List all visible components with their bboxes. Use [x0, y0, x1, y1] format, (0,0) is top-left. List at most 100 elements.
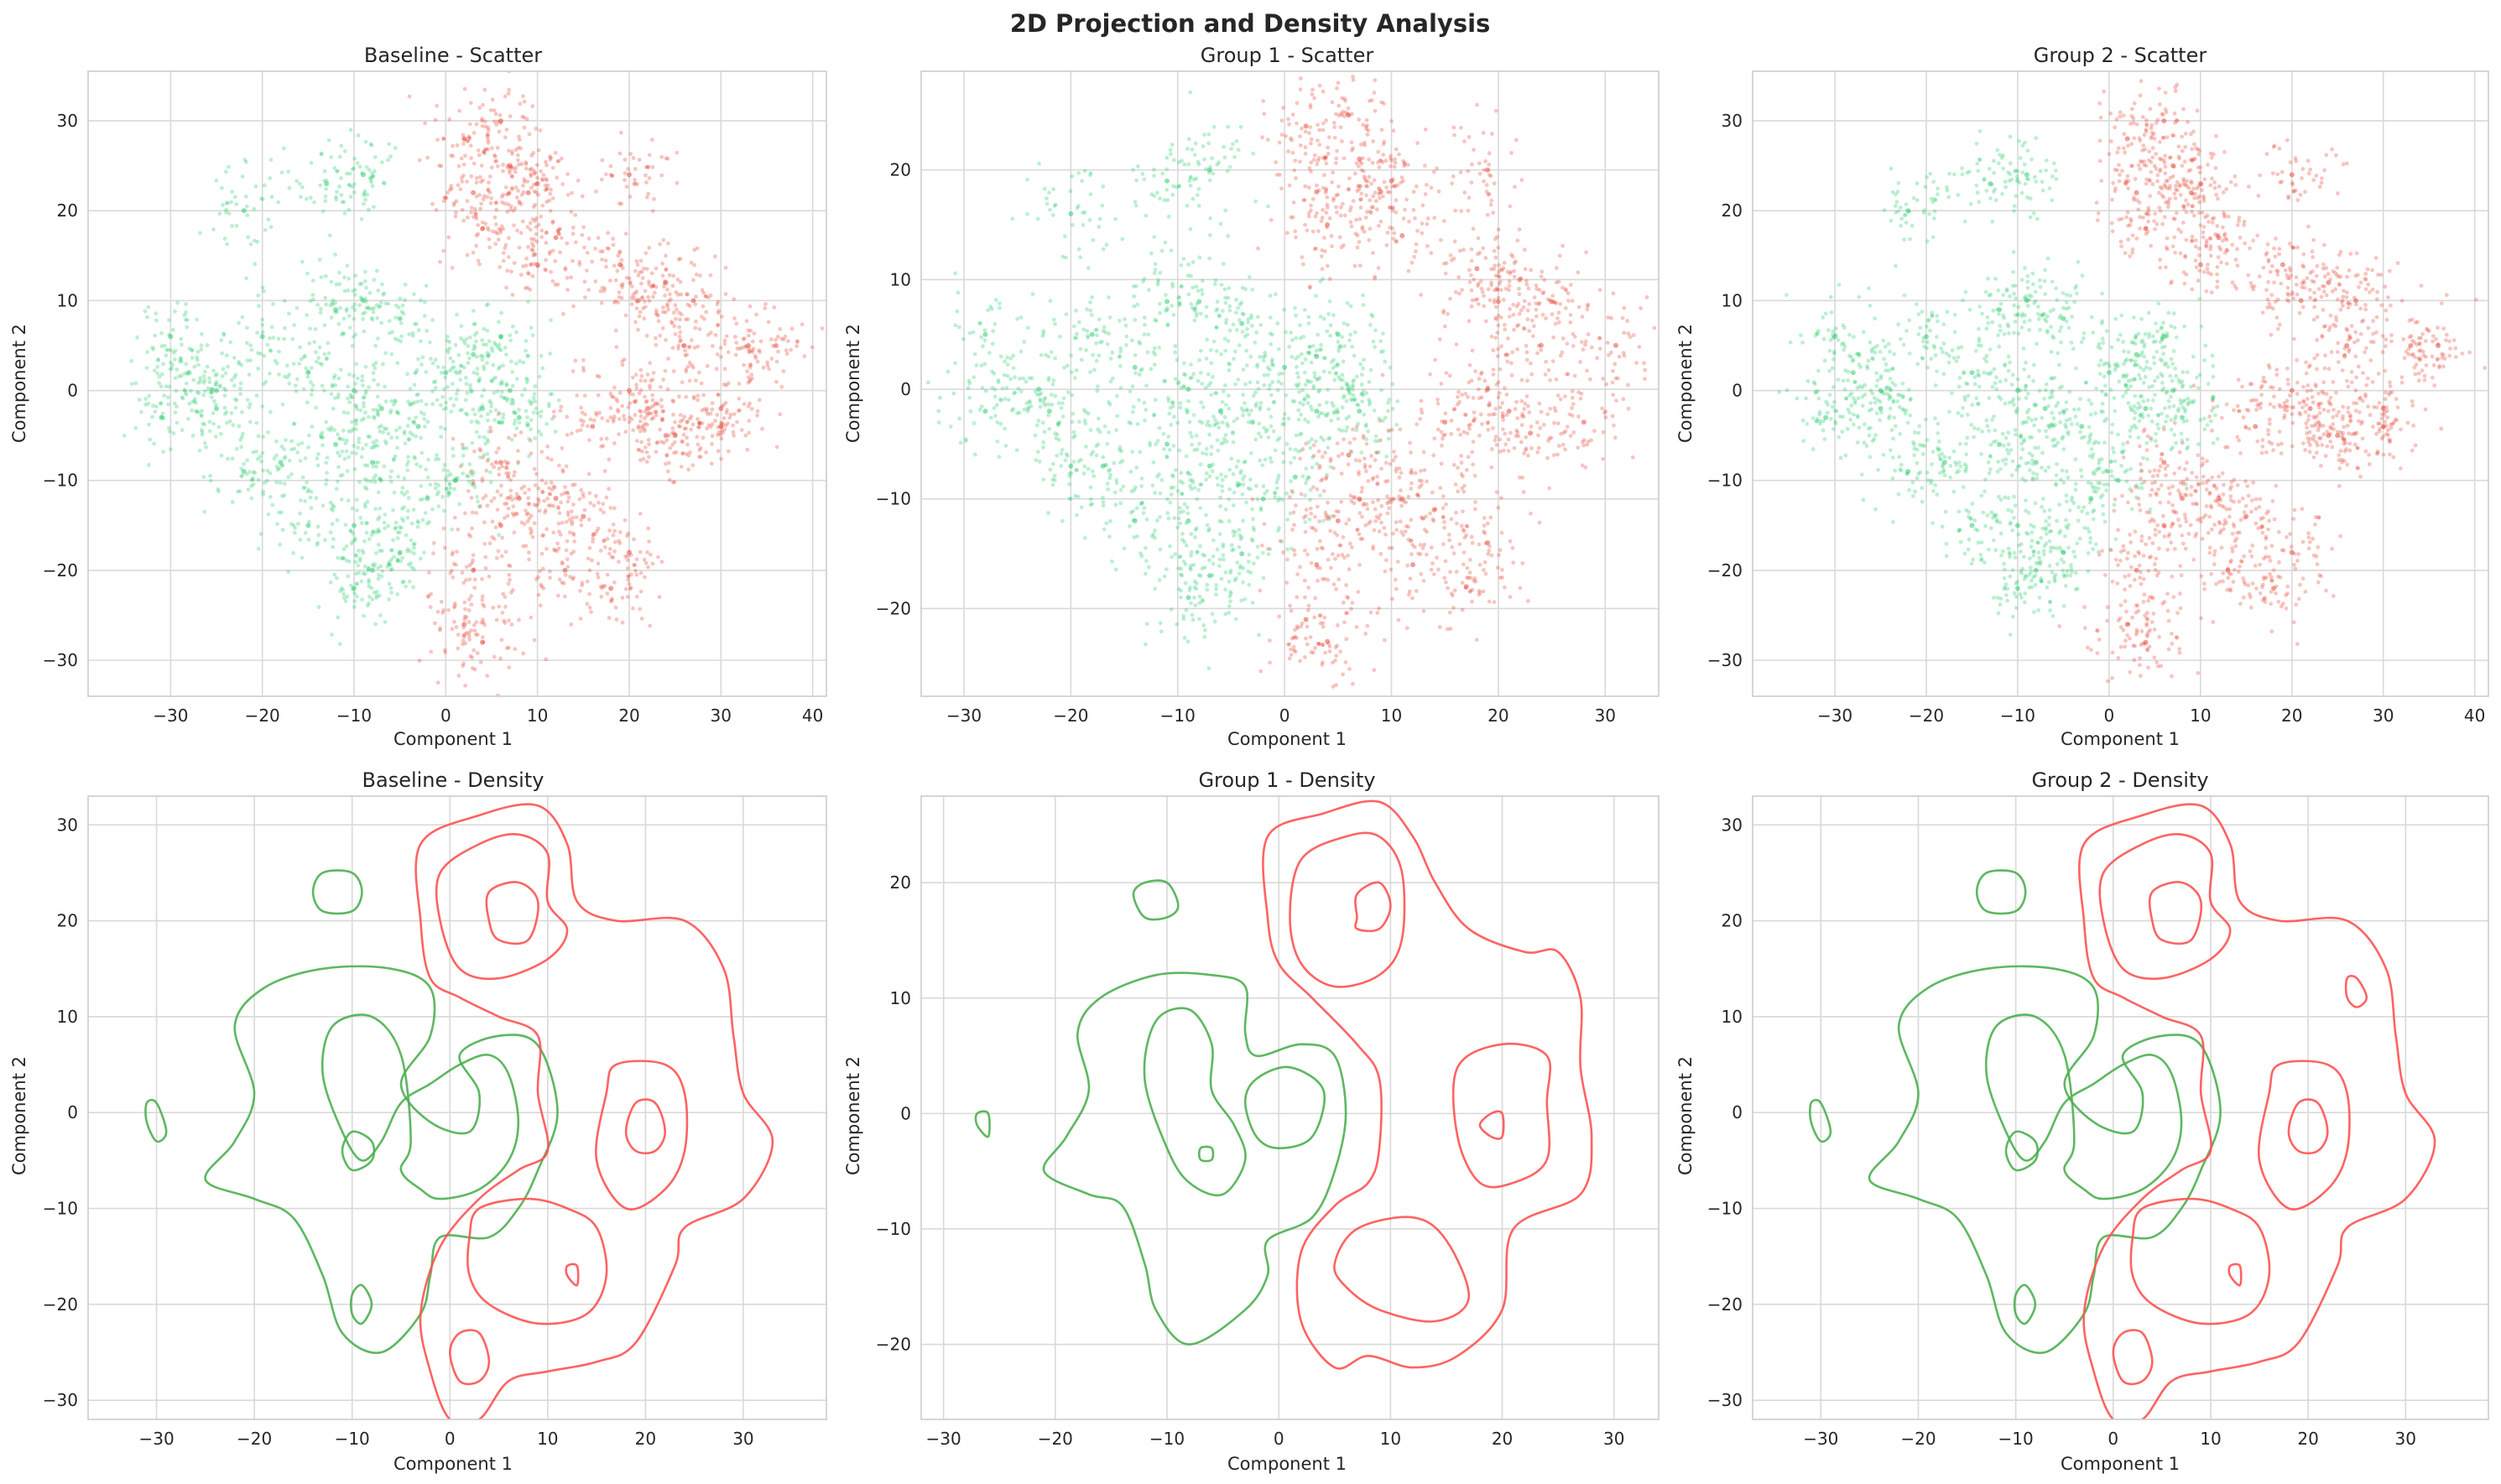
scatter-point — [1147, 288, 1151, 292]
scatter-point — [150, 346, 155, 350]
scatter-point — [184, 362, 189, 367]
scatter-point — [498, 334, 503, 340]
scatter-point — [368, 177, 373, 182]
scatter-point — [544, 241, 549, 245]
scatter-point — [1388, 365, 1393, 370]
scatter-point — [628, 195, 633, 199]
scatter-point — [1103, 330, 1108, 335]
scatter-point — [399, 516, 404, 521]
scatter-point — [742, 336, 747, 341]
scatter-point — [482, 452, 487, 457]
scatter-point — [633, 400, 638, 404]
scatter-point — [1264, 427, 1269, 432]
scatter-point — [643, 399, 649, 404]
scatter-point — [1051, 187, 1055, 191]
scatter-point — [555, 282, 560, 287]
scatter-point — [308, 326, 312, 331]
scatter-point — [713, 419, 717, 423]
scatter-point — [1327, 216, 1332, 221]
scatter-point — [710, 442, 714, 446]
scatter-point — [1507, 314, 1512, 319]
scatter-point — [605, 537, 610, 541]
scatter-point — [708, 411, 713, 416]
scatter-point — [371, 464, 376, 469]
scatter-point — [1344, 111, 1349, 116]
scatter-point — [1165, 455, 1170, 460]
scatter-point — [1196, 204, 1201, 208]
scatter-point — [1381, 349, 1386, 354]
scatter-point — [220, 351, 224, 356]
scatter-point — [516, 158, 520, 163]
scatter-point — [359, 521, 364, 525]
scatter-point — [521, 183, 525, 188]
scatter-point — [442, 463, 447, 467]
scatter-point — [1512, 268, 1517, 273]
scatter-point — [1316, 138, 1320, 143]
scatter-point — [488, 480, 493, 485]
scatter-point — [1186, 162, 1191, 167]
scatter-point — [306, 369, 310, 374]
scatter-point — [370, 597, 375, 601]
scatter-point — [326, 351, 331, 356]
scatter-point — [481, 342, 486, 347]
scatter-point — [1313, 294, 1318, 299]
scatter-point — [1054, 436, 1059, 440]
scatter-point — [1191, 260, 1196, 264]
scatter-point — [1317, 376, 1322, 380]
scatter-point — [1263, 492, 1268, 496]
scatter-point — [171, 327, 175, 332]
scatter-point — [1202, 634, 1207, 639]
scatter-point — [696, 417, 700, 421]
scatter-point — [326, 427, 331, 431]
scatter-point — [454, 199, 459, 204]
scatter-point — [1309, 160, 1314, 165]
scatter-point — [1192, 306, 1197, 311]
scatter-point — [402, 476, 407, 481]
scatter-point — [346, 207, 352, 212]
scatter-point — [1248, 380, 1253, 385]
scatter-point — [486, 354, 491, 359]
scatter-point — [1143, 545, 1148, 550]
scatter-point — [360, 597, 364, 602]
scatter-point — [644, 267, 649, 271]
scatter-point — [649, 405, 653, 410]
scatter-point — [1361, 366, 1366, 371]
scatter-point — [337, 453, 342, 458]
scatter-point — [1315, 211, 1319, 216]
scatter-point — [348, 128, 353, 133]
scatter-point — [534, 503, 539, 508]
scatter-point — [1112, 490, 1118, 495]
scatter-point — [599, 436, 604, 441]
scatter-point — [772, 305, 777, 310]
scatter-point — [1403, 207, 1407, 212]
scatter-point — [1255, 364, 1259, 369]
scatter-point — [1114, 428, 1118, 433]
scatter-point — [643, 394, 647, 399]
scatter-point — [612, 414, 617, 419]
scatter-point — [746, 380, 751, 385]
scatter-point — [226, 200, 230, 206]
scatter-point — [1555, 316, 1560, 320]
scatter-point — [447, 187, 452, 192]
scatter-point — [455, 143, 460, 148]
scatter-point — [529, 513, 534, 518]
scatter-point — [503, 135, 508, 140]
scatter-point — [1303, 222, 1307, 227]
scatter-point — [474, 419, 479, 424]
scatter-point — [200, 432, 205, 437]
scatter-point — [1326, 135, 1331, 140]
scatter-point — [1181, 361, 1186, 366]
scatter-point — [257, 304, 261, 309]
scatter-point — [691, 278, 696, 283]
scatter-point — [356, 133, 361, 138]
panel-group1-scatter: Group 1 - Scatter Component 1 Component … — [843, 44, 1660, 749]
scatter-point — [1236, 305, 1240, 310]
scatter-point — [1206, 383, 1211, 388]
scatter-point — [385, 565, 390, 570]
x-tick-label: −20 — [245, 706, 280, 726]
scatter-point — [1331, 170, 1335, 175]
scatter-point — [346, 276, 352, 281]
scatter-point — [633, 413, 638, 418]
scatter-point — [287, 372, 292, 377]
scatter-point — [371, 440, 376, 445]
